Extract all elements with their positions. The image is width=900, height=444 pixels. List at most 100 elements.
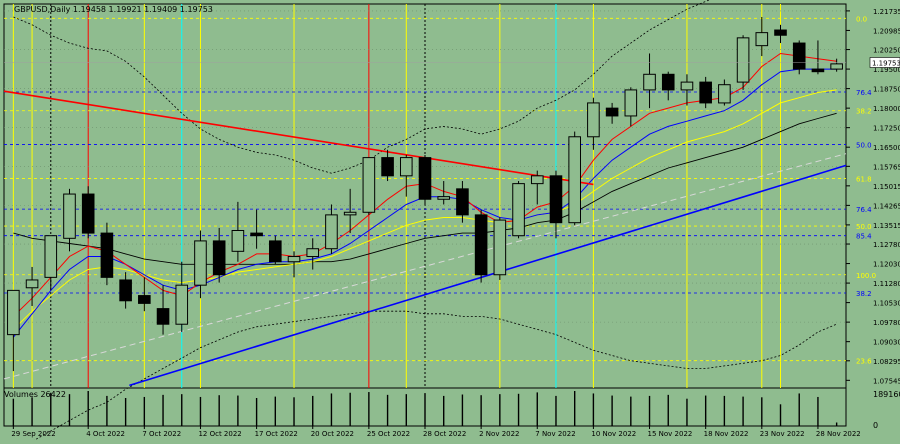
candle-body xyxy=(493,219,507,276)
x-tick-label: 7 Nov 2022 xyxy=(535,430,575,438)
candle-body xyxy=(287,256,301,263)
candle xyxy=(587,97,600,150)
volume-min-label: 0 xyxy=(873,421,878,430)
candle xyxy=(568,131,581,226)
candle-body xyxy=(119,279,132,302)
y-tick-label: 1.13515 xyxy=(873,222,900,230)
candle xyxy=(194,230,207,299)
candle-body xyxy=(811,68,825,73)
candle xyxy=(287,251,301,278)
fib-level-label: 23.6 xyxy=(856,358,872,366)
fib-level-label: 50.0 xyxy=(856,223,872,231)
bollinger-lower xyxy=(21,310,837,444)
candle xyxy=(306,238,320,270)
candle xyxy=(269,235,282,265)
candle xyxy=(7,289,20,372)
candle xyxy=(830,58,843,72)
y-tick-label: 1.12780 xyxy=(873,241,900,249)
y-tick-label: 1.08295 xyxy=(873,358,900,366)
candle xyxy=(175,261,189,333)
fib-level-label: 76.4 xyxy=(856,89,872,97)
candle xyxy=(325,204,338,254)
candle xyxy=(474,209,488,283)
y-tick-label: 1.21735 xyxy=(873,8,900,16)
candle-body xyxy=(474,214,488,276)
x-tick-label: 20 Oct 2022 xyxy=(311,430,354,438)
y-tick-label: 1.07545 xyxy=(873,377,900,385)
candle-body xyxy=(549,175,563,224)
candle-body xyxy=(680,81,694,91)
candle-body xyxy=(156,308,170,325)
candle xyxy=(399,154,413,197)
y-tick-label: 1.10530 xyxy=(873,300,900,308)
candle-body xyxy=(44,235,58,278)
x-tick-label: 2 Nov 2022 xyxy=(479,430,519,438)
candle-body xyxy=(231,229,245,252)
candle xyxy=(512,181,525,239)
ma-black xyxy=(13,112,837,265)
y-tick-label: 1.12030 xyxy=(873,261,900,269)
fib-level-label: 61.8 xyxy=(856,175,872,183)
candle xyxy=(811,40,825,75)
candle xyxy=(63,188,76,252)
candle-body xyxy=(306,248,320,258)
candle-body xyxy=(568,136,581,224)
candle-body xyxy=(7,289,20,336)
candle xyxy=(100,222,114,286)
candle xyxy=(661,71,675,101)
candle-body xyxy=(605,107,619,117)
current-price-badge xyxy=(869,57,900,68)
y-tick-label: 1.09030 xyxy=(873,339,900,347)
candle-body xyxy=(399,157,413,177)
candle xyxy=(44,235,58,291)
candle-body xyxy=(325,214,338,250)
x-tick-label: 15 Nov 2022 xyxy=(648,430,693,438)
candle-body xyxy=(418,157,432,200)
y-tick-label: 1.17250 xyxy=(873,125,900,133)
candle-body xyxy=(699,81,712,104)
x-tick-label: 4 Oct 2022 xyxy=(86,430,125,438)
candle xyxy=(418,154,432,205)
candle-body xyxy=(437,196,451,200)
y-tick-label: 1.19500 xyxy=(873,66,900,74)
candle-body xyxy=(100,232,114,278)
candle-body xyxy=(774,29,787,36)
candle xyxy=(250,209,263,249)
candle-body xyxy=(456,188,469,216)
fib-level-label: 0.0 xyxy=(856,15,867,23)
trendline-blue xyxy=(129,164,847,387)
candle xyxy=(231,201,245,262)
candle xyxy=(624,87,638,127)
candle-body xyxy=(830,63,843,70)
candle xyxy=(119,272,132,309)
x-tick-label: 25 Oct 2022 xyxy=(367,430,410,438)
x-tick-label: 12 Oct 2022 xyxy=(198,430,241,438)
candle-body xyxy=(381,157,394,177)
candle xyxy=(755,17,769,57)
candle-body xyxy=(624,89,638,117)
fib-level-label: 38.2 xyxy=(856,108,872,116)
fib-level-label: 50.0 xyxy=(856,142,872,150)
y-tick-label: 1.20985 xyxy=(873,27,900,35)
candle xyxy=(774,24,787,44)
candle xyxy=(81,186,95,239)
y-tick-label: 1.15765 xyxy=(873,163,900,171)
candle xyxy=(343,188,357,234)
candle-body xyxy=(175,284,189,325)
y-tick-label: 1.09780 xyxy=(873,319,900,327)
candle xyxy=(549,170,563,239)
candle-body xyxy=(587,102,600,138)
candle-body xyxy=(512,183,525,237)
candle-body xyxy=(138,295,151,304)
candle xyxy=(792,40,806,75)
x-tick-label: 28 Nov 2022 xyxy=(816,430,861,438)
y-tick-label: 1.20250 xyxy=(873,47,900,55)
candle-body xyxy=(643,73,656,91)
candle-body xyxy=(530,175,544,185)
candle-body xyxy=(343,211,357,216)
trendline-red xyxy=(3,90,594,186)
x-tick-label: 18 Nov 2022 xyxy=(704,430,749,438)
